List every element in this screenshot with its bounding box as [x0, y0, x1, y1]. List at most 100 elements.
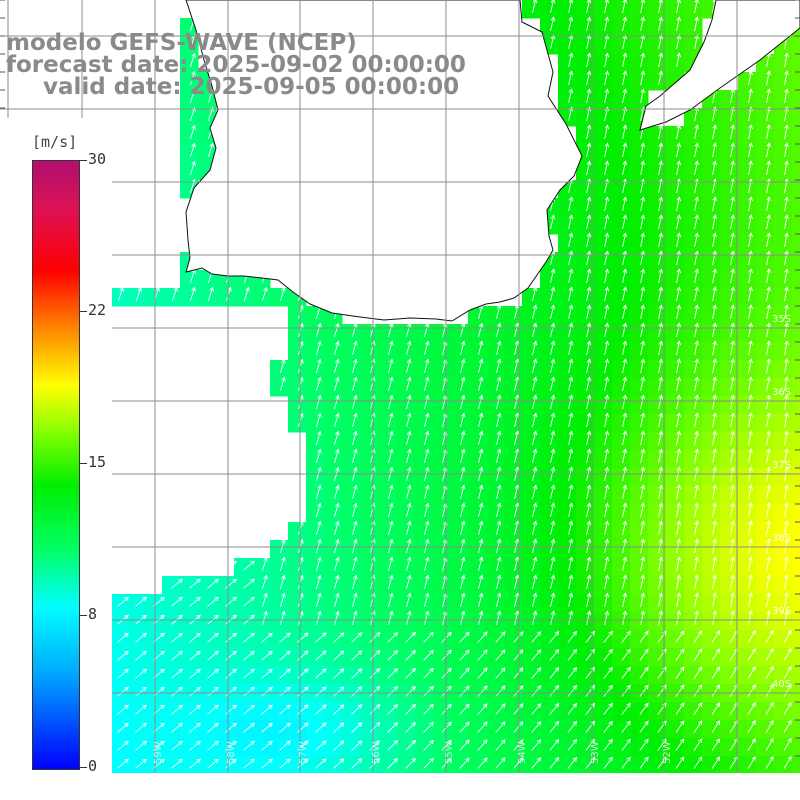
wind-arrow	[729, 702, 738, 715]
wind-arrow-head	[784, 610, 789, 616]
wind-arrow-head	[608, 720, 613, 726]
wind-speed-cell	[702, 432, 721, 451]
wind-arrow	[622, 395, 626, 410]
wind-speed-cell	[396, 576, 415, 595]
wind-arrow	[766, 359, 770, 374]
wind-arrow	[388, 413, 393, 428]
wind-arrow-head	[748, 394, 753, 400]
wind-speed-cell	[252, 756, 271, 773]
wind-arrow	[622, 305, 626, 320]
wind-arrow	[585, 757, 595, 769]
wind-arrow	[406, 611, 411, 626]
wind-arrow	[748, 593, 752, 608]
wind-arrow	[676, 35, 680, 50]
wind-arrow	[712, 557, 716, 572]
wind-speed-cell	[756, 666, 775, 685]
wind-arrow	[135, 722, 147, 733]
wind-arrow-head	[142, 668, 147, 674]
wind-arrow-head	[586, 394, 592, 400]
wind-arrow-head	[568, 70, 574, 76]
wind-arrow	[694, 323, 698, 338]
wind-arrow	[261, 632, 273, 643]
wind-speed-cell	[450, 720, 469, 739]
wind-arrow	[261, 611, 267, 626]
wind-speed-cell	[396, 738, 415, 757]
wind-arrow	[532, 305, 537, 320]
wind-speed-cell	[360, 450, 379, 469]
wind-speed-cell	[342, 540, 361, 559]
wind-speed-cell	[702, 126, 721, 145]
wind-speed-cell	[522, 612, 541, 631]
wind-arrow	[370, 485, 375, 500]
wind-arrow-head	[784, 592, 789, 598]
wind-arrow	[513, 685, 524, 697]
wind-speed-cell	[576, 558, 595, 577]
wind-arrow	[586, 35, 591, 50]
wind-arrow-head	[263, 538, 268, 544]
wind-arrow	[694, 35, 698, 50]
wind-arrow-head	[501, 721, 506, 727]
wind-arrow-head	[712, 196, 717, 202]
wind-speed-cell	[504, 306, 523, 325]
wind-speed-cell	[630, 612, 649, 631]
wind-arrow-head	[568, 196, 574, 202]
wind-arrow	[658, 287, 662, 302]
wind-arrow-head	[730, 430, 735, 436]
wind-arrow-head	[715, 702, 721, 708]
wind-speed-cell	[666, 54, 685, 73]
wind-speed-cell	[594, 396, 613, 415]
wind-arrow-head	[787, 629, 792, 635]
wind-arrow-head	[232, 650, 237, 656]
wind-arrow	[676, 323, 680, 338]
wind-arrow	[604, 0, 608, 14]
wind-speed-cell	[450, 756, 469, 773]
wind-arrow	[550, 431, 555, 446]
wind-arrow-head	[232, 758, 237, 764]
wind-arrow	[730, 485, 734, 500]
wind-speed-cell	[756, 144, 775, 163]
wind-arrow	[622, 341, 626, 356]
wind-arrow-head	[518, 649, 524, 654]
wind-arrow	[694, 233, 698, 248]
wind-speed-cell	[648, 252, 667, 271]
wind-arrow	[514, 395, 519, 410]
wind-speed-cell	[522, 648, 541, 667]
wind-arrow	[658, 71, 662, 86]
wind-arrow	[748, 305, 752, 320]
wind-arrow	[514, 557, 519, 572]
wind-arrow	[568, 413, 573, 428]
wind-arrow	[478, 575, 483, 590]
wind-arrow	[369, 686, 380, 697]
wind-arrow-head	[317, 448, 322, 454]
wind-arrow	[675, 720, 685, 733]
wind-arrow	[729, 738, 738, 751]
wind-arrow-head	[679, 702, 685, 708]
wind-speed-cell	[162, 630, 181, 649]
wind-arrow-head	[644, 702, 649, 708]
wind-arrow-head	[604, 466, 610, 472]
wind-speed-cell	[144, 648, 163, 667]
wind-speed-cell	[720, 126, 739, 145]
wind-arrow	[478, 611, 483, 626]
wind-arrow	[297, 740, 309, 751]
wind-speed-cell	[738, 558, 757, 577]
wind-speed-cell	[486, 576, 505, 595]
wind-arrow-head	[730, 394, 735, 400]
wind-arrow	[315, 521, 321, 536]
wind-arrow-head	[622, 502, 628, 508]
wind-speed-cell	[702, 576, 721, 595]
wind-arrow	[370, 503, 375, 518]
wind-speed-cell	[486, 486, 505, 505]
wind-speed-cell	[396, 324, 415, 343]
wind-arrow	[729, 648, 738, 661]
wind-speed-cell	[522, 558, 541, 577]
wind-arrow	[622, 197, 626, 212]
wind-arrow	[334, 485, 339, 500]
wind-arrow-head	[604, 196, 610, 202]
wind-speed-cell	[468, 702, 487, 721]
wind-arrow-head	[622, 34, 628, 40]
wind-arrow-head	[371, 502, 376, 508]
wind-arrow	[424, 377, 429, 392]
wind-arrow	[712, 503, 716, 518]
wind-speed-cell	[720, 594, 739, 613]
